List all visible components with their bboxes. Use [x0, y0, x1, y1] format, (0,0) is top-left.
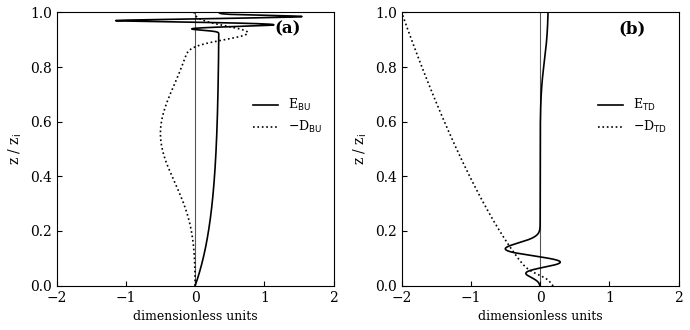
Legend: E$_{\rm BU}$, $-$D$_{\rm BU}$: E$_{\rm BU}$, $-$D$_{\rm BU}$ — [248, 92, 328, 141]
Y-axis label: z / z$_{\rm i}$: z / z$_{\rm i}$ — [7, 133, 24, 165]
Text: (b): (b) — [618, 21, 645, 38]
Text: (a): (a) — [274, 21, 300, 38]
X-axis label: dimensionless units: dimensionless units — [133, 310, 257, 323]
X-axis label: dimensionless units: dimensionless units — [478, 310, 602, 323]
Legend: E$_{\rm TD}$, $-$D$_{\rm TD}$: E$_{\rm TD}$, $-$D$_{\rm TD}$ — [593, 92, 673, 141]
Y-axis label: z / z$_{\rm i}$: z / z$_{\rm i}$ — [352, 133, 369, 165]
